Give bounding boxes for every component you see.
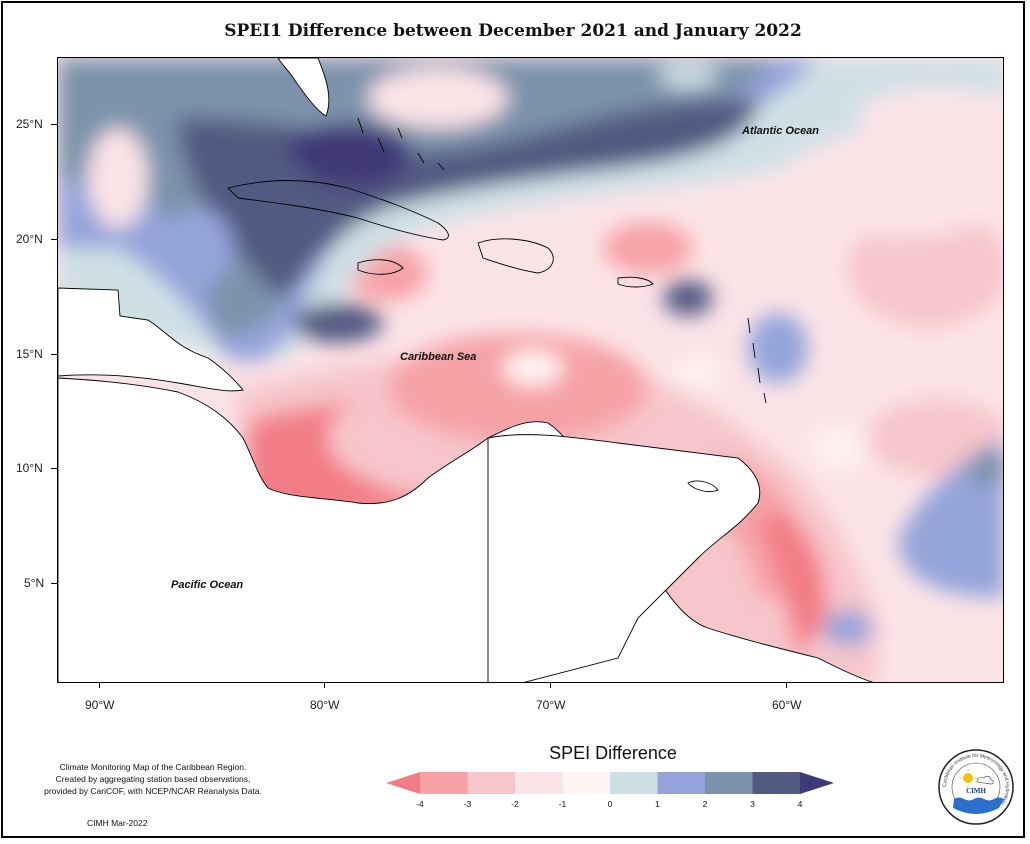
label-caribbean-sea: Caribbean Sea [400, 351, 476, 363]
legend-tick-label: -2 [511, 799, 519, 809]
land-florida [277, 58, 330, 117]
lat-label-25: 25°N [16, 117, 43, 131]
legend-cell [420, 772, 468, 794]
land-central-america [58, 287, 244, 392]
credit-line-3: provided by CariCOF, with NCEP/NCAR Rean… [44, 786, 262, 796]
cloud-icon [976, 775, 994, 785]
legend-cell [657, 772, 705, 794]
lat-label-5: 5°N [24, 576, 45, 590]
lon-tick [786, 682, 787, 688]
map-panel: Atlantic Ocean Caribbean Sea Pacific Oce… [57, 57, 1004, 683]
map-title: SPEI1 Difference between December 2021 a… [224, 21, 802, 41]
sun-icon [963, 773, 973, 783]
legend-cell-max [800, 772, 834, 794]
legend-tick-label: 3 [750, 799, 755, 809]
land-south-america [58, 377, 874, 682]
lat-label-15: 15°N [16, 347, 43, 361]
lon-tick [550, 682, 551, 688]
lat-tick [51, 239, 57, 240]
lat-label-20: 20°N [16, 232, 43, 246]
island-outlines [227, 117, 767, 493]
lat-tick [51, 124, 57, 125]
spei-map: Atlantic Ocean Caribbean Sea Pacific Oce… [58, 58, 1003, 682]
legend-tick-label: -4 [416, 799, 424, 809]
map-credit: Climate Monitoring Map of the Caribbean … [23, 761, 283, 797]
credit-line-2: Created by aggregating station based obs… [55, 774, 251, 784]
land-venezuela [487, 434, 761, 682]
lon-tick [99, 682, 100, 688]
legend-cell-min [386, 772, 420, 794]
lat-tick [51, 583, 57, 584]
lon-tick [324, 682, 325, 688]
water-icon [953, 797, 1004, 814]
lon-label-70: 70°W [536, 698, 566, 712]
logo-name: CIMH [966, 787, 986, 795]
legend-cell [705, 772, 753, 794]
legend-tick-label: 4 [797, 799, 803, 809]
credit-line-1: Climate Monitoring Map of the Caribbean … [59, 762, 247, 772]
legend-tick-label: -3 [463, 799, 472, 809]
legend-tick-label: 2 [702, 799, 708, 809]
legend-tick-label: 0 [607, 799, 613, 809]
sun-rays-icon [959, 769, 977, 787]
legend-cell [752, 772, 800, 794]
credit-date: CIMH Mar-2022 [87, 818, 148, 828]
lon-label-90: 90°W [85, 698, 115, 712]
cimh-logo: Caribbean Institute for Meteorology and … [938, 749, 1014, 825]
legend-tick-label: 1 [655, 799, 660, 809]
lat-tick [51, 354, 57, 355]
legend-cell [562, 772, 610, 794]
legend-cell [467, 772, 515, 794]
legend-title: SPEI Difference [549, 743, 677, 763]
legend-colorbar [386, 772, 834, 794]
lat-label-10: 10°N [16, 461, 43, 475]
legend-tick-label: -1 [558, 799, 567, 809]
legend-cell [515, 772, 563, 794]
label-pacific-ocean: Pacific Ocean [171, 579, 243, 591]
legend-cells [386, 772, 834, 794]
lon-label-80: 80°W [310, 698, 340, 712]
lat-tick [51, 468, 57, 469]
label-atlantic-ocean: Atlantic Ocean [741, 125, 819, 137]
legend-cell [610, 772, 658, 794]
lon-label-60: 60°W [772, 698, 802, 712]
